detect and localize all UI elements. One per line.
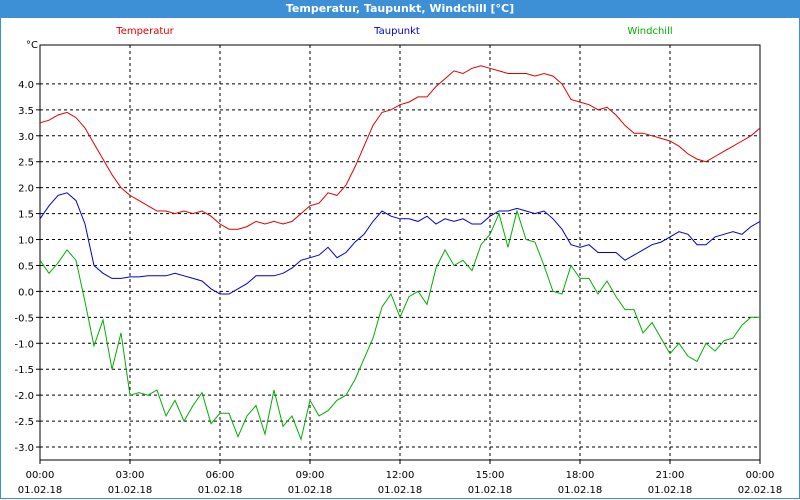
- y-tick-label: 3.0: [18, 132, 34, 143]
- x-tick-date: 01.02.18: [378, 485, 423, 496]
- y-tick-label: 2.5: [18, 158, 34, 169]
- y-tick-label: 4.0: [18, 80, 34, 91]
- x-tick-time: 00:00: [746, 470, 775, 481]
- x-tick-time: 21:00: [656, 470, 685, 481]
- y-tick-label: -1.0: [14, 339, 34, 350]
- y-tick-label: -2.0: [14, 391, 34, 402]
- x-tick-date: 01.02.18: [198, 485, 243, 496]
- legend-temperatur: Temperatur: [115, 26, 174, 37]
- x-tick-time: 03:00: [116, 470, 145, 481]
- x-tick-time: 12:00: [386, 470, 415, 481]
- y-tick-label: 3.5: [18, 106, 34, 117]
- series-line-taupunkt: [39, 192, 761, 295]
- series-line-windchill: [39, 209, 760, 442]
- y-axis-unit: °C: [26, 40, 38, 51]
- x-tick-time: 15:00: [476, 470, 505, 481]
- y-tick-label: 1.0: [18, 236, 34, 247]
- x-tick-date: 01.02.18: [18, 485, 63, 496]
- y-tick-label: -3.0: [14, 443, 34, 454]
- x-tick-date: 02.02.18: [738, 485, 783, 496]
- y-tick-label: 2.0: [18, 184, 34, 195]
- x-tick-date: 01.02.18: [108, 485, 153, 496]
- window-title: Temperatur, Taupunkt, Windchill [°C]: [0, 0, 800, 18]
- series-line-temperatur: [39, 65, 761, 230]
- y-tick-label: 0.5: [18, 261, 34, 272]
- legend: Temperatur Taupunkt Windchill: [115, 26, 672, 37]
- x-tick-time: 00:00: [26, 470, 55, 481]
- y-tick-label: -2.5: [14, 417, 34, 428]
- x-tick-date: 01.02.18: [558, 485, 603, 496]
- axis-labels: -3.0 -2.5 -2.0 -1.5 -1.0 -0.5 0.0 0.5 1.0 1.5 2.0 2…: [14, 40, 782, 496]
- y-tick-label: -1.5: [14, 365, 34, 376]
- y-tick-label: 1.5: [18, 210, 34, 221]
- y-tick-label: 0.0: [18, 287, 34, 298]
- x-tick-time: 18:00: [566, 470, 595, 481]
- x-tick-date: 01.02.18: [288, 485, 333, 496]
- legend-windchill: Windchill: [627, 26, 672, 37]
- legend-taupunkt: Taupunkt: [373, 26, 420, 37]
- series-lines: [39, 65, 761, 442]
- x-tick-time: 06:00: [206, 470, 235, 481]
- x-tick-date: 01.02.18: [648, 485, 693, 496]
- x-tick-time: 09:00: [296, 470, 325, 481]
- x-tick-date: 01.02.18: [468, 485, 513, 496]
- grid-lines: [40, 45, 760, 460]
- y-tick-label: -0.5: [14, 313, 34, 324]
